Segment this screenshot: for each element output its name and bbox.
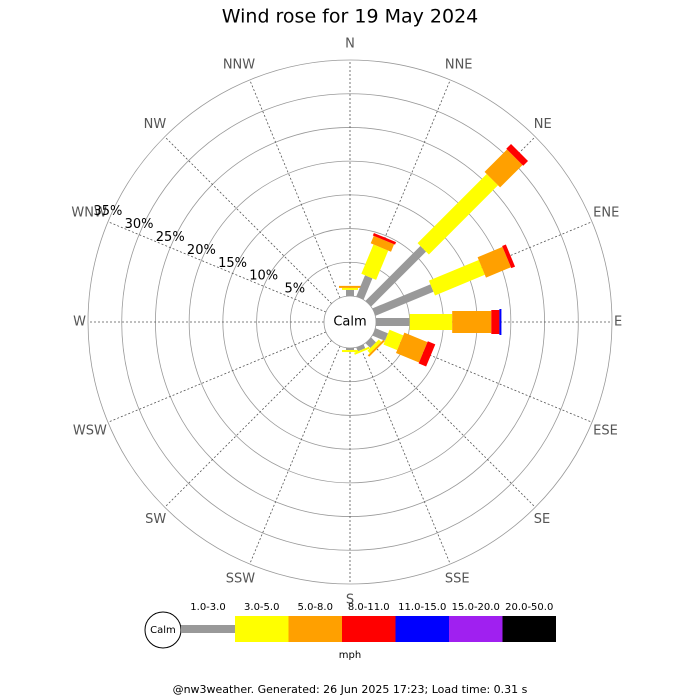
chart-title: Wind rose for 19 May 2024 [222,6,479,28]
spoke [249,79,341,299]
legend-label: 20.0-50.0 [505,602,553,613]
legend-label: 1.0-3.0 [190,602,225,613]
legend-swatch [395,616,449,642]
bar-segment [356,344,366,352]
calm-label: Calm [333,315,366,330]
bar-segment [367,339,385,357]
bar-segment [372,284,434,316]
bar-segment [361,244,389,280]
legend-swatch [449,616,503,642]
direction-label: SW [145,512,166,527]
spoke [164,340,332,508]
legend-calm-label: Calm [150,625,176,636]
grid-ring [87,59,613,585]
direction-label: SSE [445,572,470,587]
ring-label: 10% [249,269,278,284]
legend-label: 3.0-5.0 [244,602,279,613]
spoke [107,331,327,423]
direction-label: WSW [73,423,107,438]
direction-label: ESE [593,423,618,438]
bar-segment [477,246,511,278]
bar-segment [484,149,523,188]
bar-segment [376,318,410,326]
direction-label: ENE [593,206,619,221]
spoke [107,221,327,313]
bar-segment [346,289,354,296]
ring-label: 35% [93,204,122,219]
bar-segment [342,287,358,290]
bar-segment [409,314,453,330]
ring-label: 15% [218,256,247,271]
ring-label: 5% [285,282,306,297]
footer: @nw3weather. Generated: 26 Jun 2025 17:2… [173,683,528,696]
direction-label: WNW [71,206,107,221]
direction-label: W [73,315,86,330]
spoke [164,136,332,304]
bar-segment [383,329,404,351]
grid-ring [188,160,512,484]
direction-label: N [345,37,355,52]
legend-label: 5.0-8.0 [298,602,333,613]
legend-swatch [502,616,556,642]
bar-segment [452,311,492,333]
spoke [249,345,341,565]
direction-label: SSW [226,572,256,587]
bar-segment [418,341,436,367]
spoke [373,331,593,423]
calm-circle [323,295,377,349]
legend-swatch [181,625,235,633]
ring-label: 30% [125,217,154,232]
legend-swatch [235,616,289,642]
direction-label: NNE [445,57,473,72]
legend-label: 8.0-11.0 [348,602,390,613]
legend-swatch [288,616,342,642]
legend-swatch [342,616,396,642]
bar-segment [356,275,373,300]
bar-segment [502,244,516,269]
ring-label: 20% [187,243,216,258]
bar-segment [342,350,358,353]
bar-segment [491,310,500,334]
direction-label: NNW [223,57,255,72]
bar-segment [367,339,382,354]
bar-segment [346,348,354,351]
bar-segment [428,260,485,296]
bar-segment [372,232,397,245]
ring-label: 25% [156,230,185,245]
bar-segment [370,235,395,252]
direction-label: SE [534,512,550,527]
direction-label: NW [144,117,167,132]
grid-ring [121,93,579,551]
unit-label: mph [339,650,361,661]
spoke [368,340,536,508]
bar-segment [365,245,427,307]
bar-segment [506,143,529,166]
spoke [359,345,451,565]
direction-label: NE [534,117,552,132]
bar-segment [372,328,389,341]
bar-segment [417,173,499,255]
legend-label: 15.0-20.0 [452,602,500,613]
bar-segment [499,309,502,335]
bar-segment [395,332,428,363]
direction-label: S [346,593,354,608]
bar-segment [339,285,361,288]
direction-label: E [614,315,622,330]
bar-segment [354,346,370,355]
legend-label: 11.0-15.0 [398,602,446,613]
bar-segment [365,337,376,348]
spoke [359,79,451,299]
